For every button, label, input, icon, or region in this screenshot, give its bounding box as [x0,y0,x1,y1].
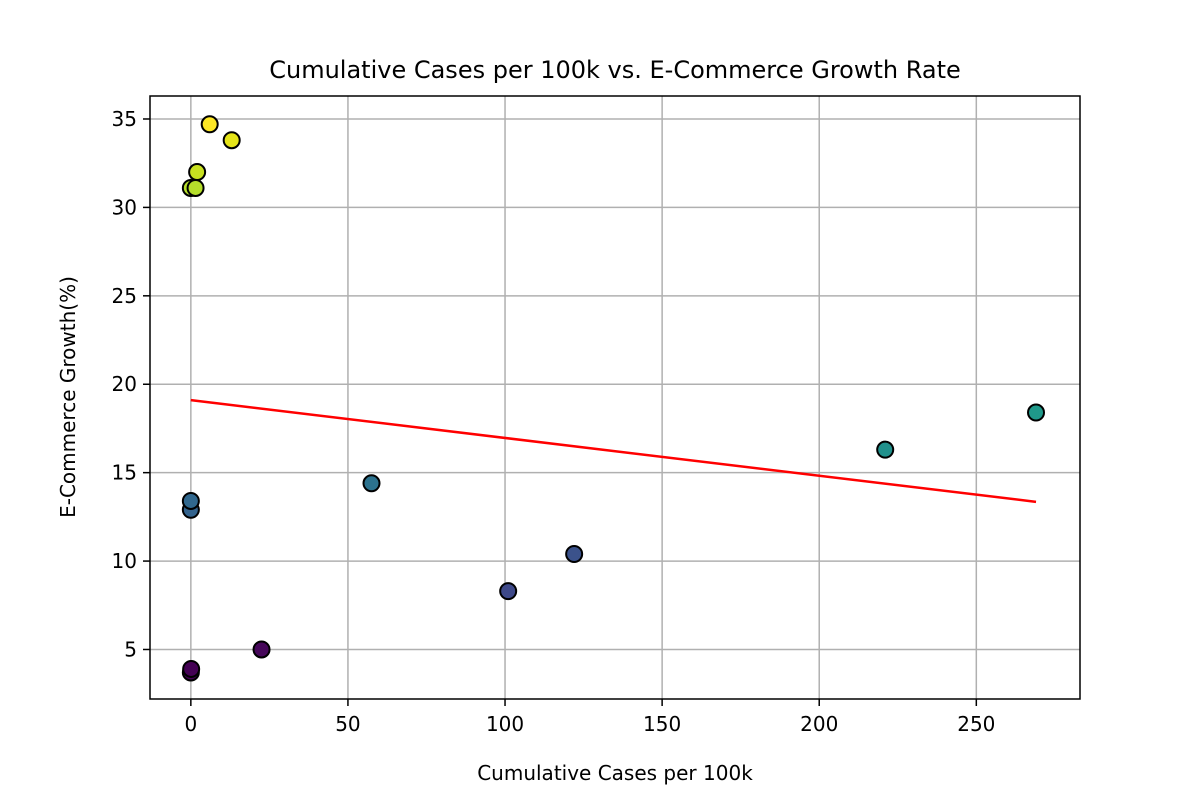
x-tick-label: 100 [486,712,524,736]
data-point [186,178,205,197]
x-tick-label: 0 [184,712,197,736]
data-point [876,440,895,459]
data-point [188,163,207,182]
data-point [252,640,271,659]
data-point [1027,403,1046,422]
x-axis-label: Cumulative Cases per 100k [477,761,753,785]
data-point [565,544,584,563]
grid-layer [150,96,1080,699]
y-tick-label: 25 [112,284,137,308]
x-tick-label: 50 [335,712,360,736]
y-tick-label: 15 [112,461,137,485]
trend-layer [190,398,1037,504]
y-tick-label: 30 [112,195,137,219]
y-tick-label: 10 [112,549,137,573]
points-layer [181,115,1046,682]
data-point [222,131,241,150]
x-tick-label: 200 [800,712,838,736]
x-tick-label: 150 [643,712,681,736]
y-tick-label: 20 [112,372,137,396]
chart-title: Cumulative Cases per 100k vs. E-Commerce… [269,56,961,84]
trend-line [190,398,1037,504]
y-tick-label: 35 [112,107,137,131]
data-point [181,491,200,510]
x-tick-label: 250 [957,712,995,736]
x-axis: 0 50 100 150 200 250 [184,699,995,736]
y-axis-label: E-Commerce Growth(%) [56,276,80,518]
y-tick-label: 5 [124,637,137,661]
data-point [362,474,381,493]
y-axis: 5 10 15 20 25 30 35 [112,107,150,661]
plot-frame [149,95,1081,700]
data-point [499,582,518,601]
data-point [182,659,201,678]
data-point [200,115,219,134]
